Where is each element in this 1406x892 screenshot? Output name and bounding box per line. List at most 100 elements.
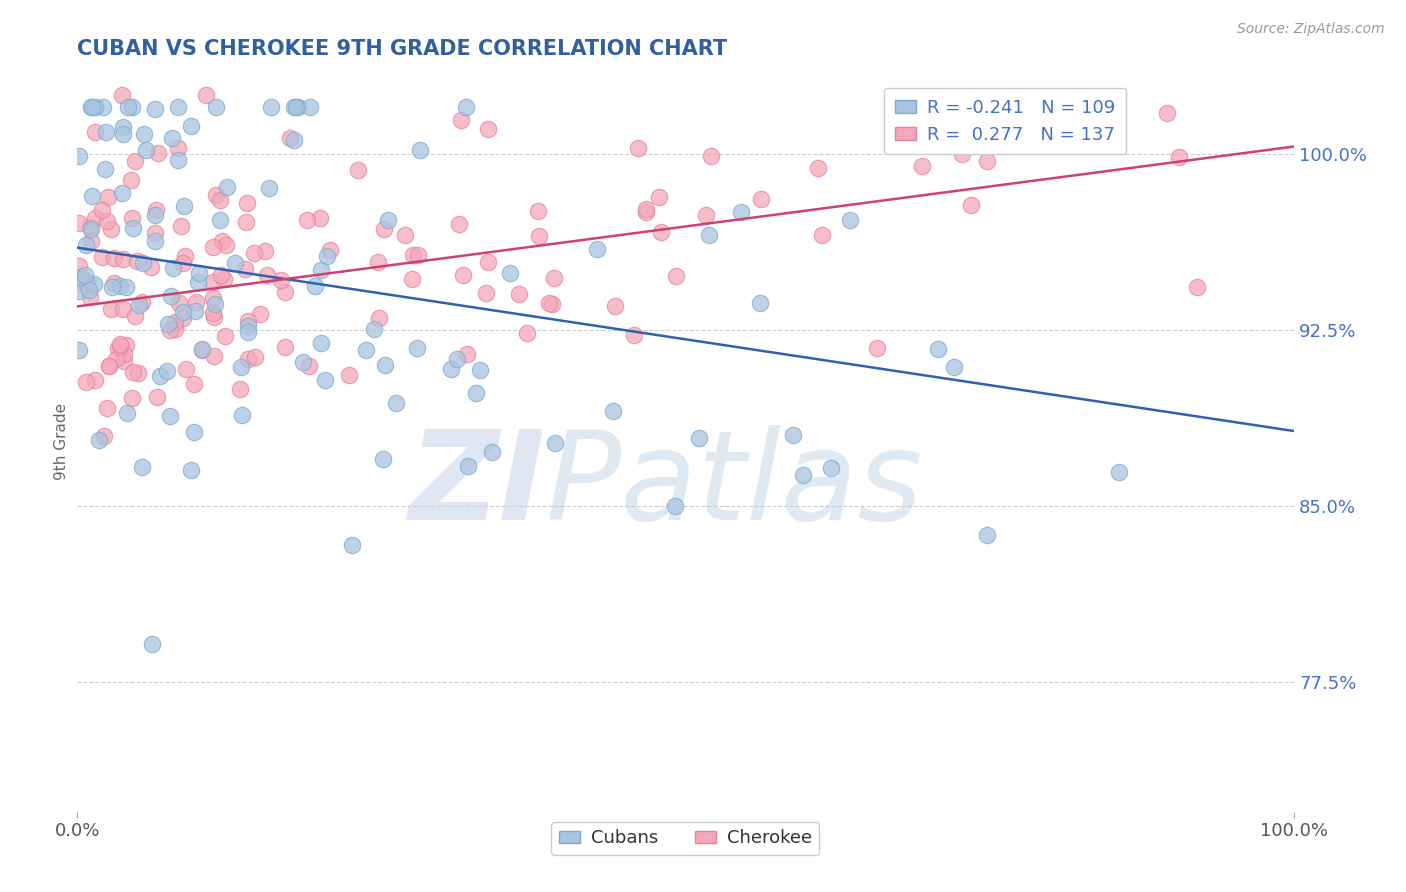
Point (340, 538, 363, 552)
Point (122, 365, 145, 379)
Point (143, 226, 166, 240)
Point (159, 323, 181, 337)
Point (477, 122, 499, 136)
Point (544, 436, 567, 450)
Point (730, 204, 752, 219)
Point (1108, 466, 1130, 480)
Point (160, 289, 183, 303)
Point (202, 349, 225, 363)
Point (287, 100, 309, 114)
Point (82, 188, 104, 202)
Point (202, 275, 225, 289)
Point (191, 343, 214, 357)
Point (602, 403, 624, 417)
Point (527, 228, 550, 243)
Point (231, 408, 253, 422)
Point (243, 350, 266, 364)
Point (121, 211, 143, 226)
Point (183, 376, 205, 391)
Point (1185, 280, 1208, 294)
Point (927, 342, 949, 356)
Point (96, 190, 118, 204)
Point (274, 340, 297, 354)
Point (499, 266, 522, 280)
Point (304, 279, 326, 293)
Point (440, 362, 463, 376)
Point (318, 243, 340, 257)
Point (700, 149, 723, 163)
Point (456, 347, 478, 361)
Point (67, 259, 90, 273)
Point (236, 314, 259, 328)
Point (249, 307, 271, 321)
Point (256, 268, 278, 282)
Point (145, 390, 167, 404)
Point (149, 369, 172, 384)
Point (238, 351, 260, 366)
Point (75, 238, 97, 252)
Point (214, 329, 236, 343)
Point (236, 318, 259, 333)
Point (260, 100, 283, 114)
Point (79, 219, 101, 234)
Point (697, 228, 720, 243)
Point (477, 255, 499, 269)
Point (664, 499, 686, 513)
Point (337, 368, 360, 383)
Point (515, 326, 537, 341)
Text: CUBAN VS CHEROKEE 9TH GRADE CORRELATION CHART: CUBAN VS CHEROKEE 9TH GRADE CORRELATION … (77, 38, 727, 59)
Point (172, 256, 194, 270)
Point (145, 203, 167, 218)
Point (180, 119, 202, 133)
Point (243, 246, 266, 260)
Point (121, 100, 143, 114)
Point (101, 280, 124, 294)
Point (647, 190, 669, 204)
Point (115, 338, 138, 352)
Point (385, 396, 408, 410)
Point (96, 214, 118, 228)
Point (866, 341, 889, 355)
Point (163, 322, 186, 336)
Point (1156, 106, 1178, 120)
Point (274, 285, 297, 299)
Point (121, 221, 143, 235)
Point (603, 299, 626, 313)
Point (70, 269, 93, 284)
Point (259, 181, 281, 195)
Point (217, 180, 239, 194)
Point (309, 262, 332, 277)
Point (373, 452, 395, 467)
Point (93, 428, 115, 442)
Point (98, 359, 121, 374)
Point (79, 290, 101, 304)
Point (309, 336, 332, 351)
Point (235, 215, 257, 229)
Point (114, 354, 136, 368)
Point (314, 373, 336, 387)
Point (80, 100, 103, 114)
Point (224, 256, 246, 270)
Point (541, 297, 564, 311)
Point (173, 198, 195, 212)
Point (128, 298, 150, 312)
Point (167, 140, 190, 154)
Point (194, 87, 217, 102)
Point (208, 212, 231, 227)
Point (75, 375, 97, 389)
Point (402, 248, 425, 262)
Point (508, 287, 530, 301)
Y-axis label: 9th Grade: 9th Grade (53, 403, 69, 480)
Point (209, 268, 232, 282)
Point (148, 145, 170, 160)
Point (110, 339, 132, 353)
Point (650, 225, 672, 239)
Point (409, 143, 432, 157)
Point (356, 343, 378, 358)
Point (586, 242, 609, 256)
Point (141, 637, 163, 651)
Point (159, 409, 181, 423)
Point (132, 127, 155, 141)
Point (367, 310, 389, 325)
Point (292, 355, 315, 369)
